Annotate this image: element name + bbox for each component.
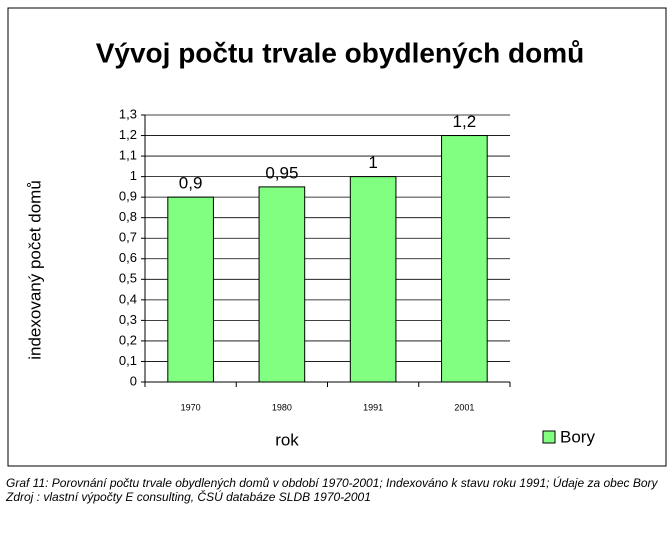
y-tick-label: 0,7 xyxy=(119,230,137,245)
y-tick-label: 0,4 xyxy=(119,291,137,306)
y-tick-label: 0,6 xyxy=(119,250,137,265)
x-tick-label: 1980 xyxy=(272,402,292,412)
chart-frame xyxy=(7,7,667,467)
y-tick-label: 0 xyxy=(130,373,137,388)
caption: Graf 11: Porovnání počtu trvale obydlený… xyxy=(6,476,668,504)
data-label: 1,2 xyxy=(453,112,477,131)
data-label: 1 xyxy=(368,153,377,172)
caption-line: Graf 11: Porovnání počtu trvale obydlený… xyxy=(6,476,658,490)
y-tick-label: 1,3 xyxy=(119,106,137,121)
x-tick-label: 1970 xyxy=(181,402,201,412)
y-tick-label: 0,8 xyxy=(119,209,137,224)
y-axis-label: indexovaný počet domů xyxy=(25,180,44,360)
y-tick-label: 0,2 xyxy=(119,332,137,347)
x-axis-label: rok xyxy=(275,430,299,449)
data-label: 0,95 xyxy=(265,163,298,182)
chart-title: Vývoj počtu trvale obydlených domů xyxy=(96,37,585,68)
y-tick-label: 1,1 xyxy=(119,148,137,163)
y-tick-label: 0,5 xyxy=(119,271,137,286)
caption-line: Zdroj : vlastní výpočty E consulting, ČS… xyxy=(6,490,371,504)
legend-swatch xyxy=(542,430,556,444)
y-tick-label: 0,9 xyxy=(119,189,137,204)
y-tick-label: 0,3 xyxy=(119,312,137,327)
y-tick-label: 1 xyxy=(130,168,137,183)
y-tick-label: 0,1 xyxy=(119,353,137,368)
bar xyxy=(167,196,214,383)
x-tick-label: 1991 xyxy=(363,402,383,412)
y-tick-label: 1,2 xyxy=(119,127,137,142)
chart: Vývoj počtu trvale obydlených domů rok i… xyxy=(7,7,667,467)
legend-label: Bory xyxy=(560,427,595,446)
x-tick-label: 2001 xyxy=(454,402,474,412)
data-label: 0,9 xyxy=(179,174,203,193)
bar xyxy=(258,186,306,383)
bar xyxy=(349,176,397,383)
bar xyxy=(441,135,488,383)
